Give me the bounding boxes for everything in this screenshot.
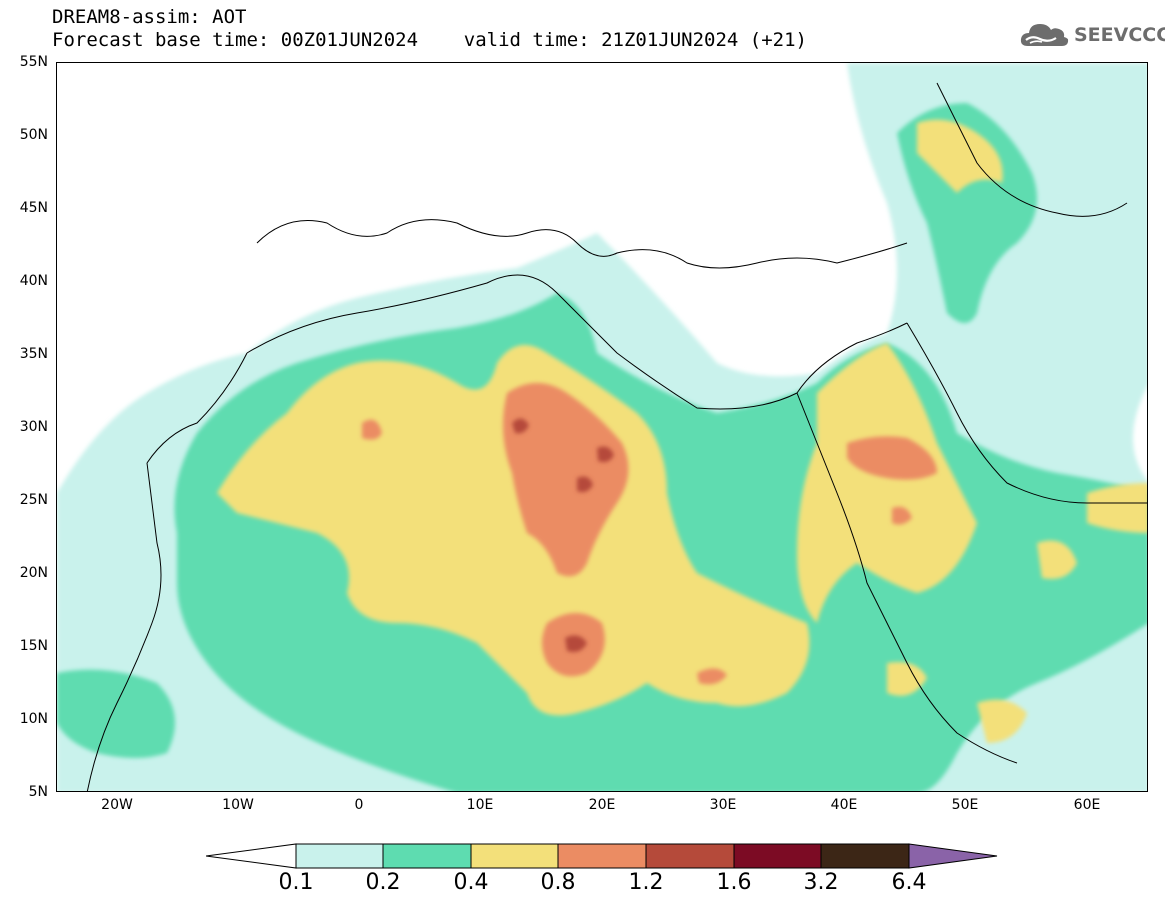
logo-text: SEEVCCC [1074,24,1165,46]
colorbar-svg [205,843,998,869]
lat-label-15: 15N [19,638,48,654]
lon-label-30e: 30E [709,797,737,813]
plot-title: DREAM8-assim: AOT [52,6,247,28]
aot-band-1.2 [512,418,614,652]
plot-header: DREAM8-assim: AOT Forecast base time: 00… [52,6,807,52]
lat-label-25: 25N [19,492,48,508]
lat-label-5: 5N [28,784,48,800]
lat-label-55: 55N [19,54,48,70]
lat-label-40: 40N [19,273,48,289]
colorbar-swatch-1 [295,843,384,869]
cloud-icon [1020,24,1069,46]
aot-map[interactable] [56,62,1148,792]
coastlines [86,82,1147,791]
lon-label-20w: 20W [101,797,133,813]
lon-label-40e: 40E [830,797,858,813]
forecast-time-line: Forecast base time: 00Z01JUN2024 valid t… [52,29,807,51]
colorbar-label-6.4: 6.4 [891,870,927,895]
lon-label-50e: 50E [951,797,979,813]
lat-label-50: 50N [19,127,48,143]
lat-label-35: 35N [19,346,48,362]
colorbar-over-arrow [908,843,998,869]
aot-field [57,63,1147,791]
lon-label-10w: 10W [222,797,254,813]
lat-label-45: 45N [19,200,48,216]
colorbar-swatch-4 [557,843,647,869]
colorbar [205,843,998,873]
lon-label-10e: 10E [466,797,494,813]
colorbar-label-0.4: 0.4 [453,870,489,895]
lon-label-60e: 60E [1073,797,1101,813]
colorbar-label-0.2: 0.2 [365,870,401,895]
lon-label-0: 0 [354,797,364,813]
colorbar-swatch-6 [733,843,822,869]
colorbar-label-0.8: 0.8 [540,870,576,895]
colorbar-swatch-7 [820,843,910,869]
colorbar-label-0.1: 0.1 [278,870,314,895]
lat-label-20: 20N [19,565,48,581]
colorbar-swatch-2 [382,843,472,869]
colorbar-label-1.6: 1.6 [716,870,752,895]
colorbar-swatch-5 [645,843,735,869]
colorbar-under-arrow [205,843,297,869]
colorbar-label-1.2: 1.2 [628,870,664,895]
lat-label-30: 30N [19,419,48,435]
lat-label-10: 10N [19,711,48,727]
colorbar-label-3.2: 3.2 [803,870,839,895]
seevccc-logo: SEEVCCC [1018,20,1165,50]
colorbar-swatch-3 [470,843,559,869]
lon-label-20e: 20E [588,797,616,813]
